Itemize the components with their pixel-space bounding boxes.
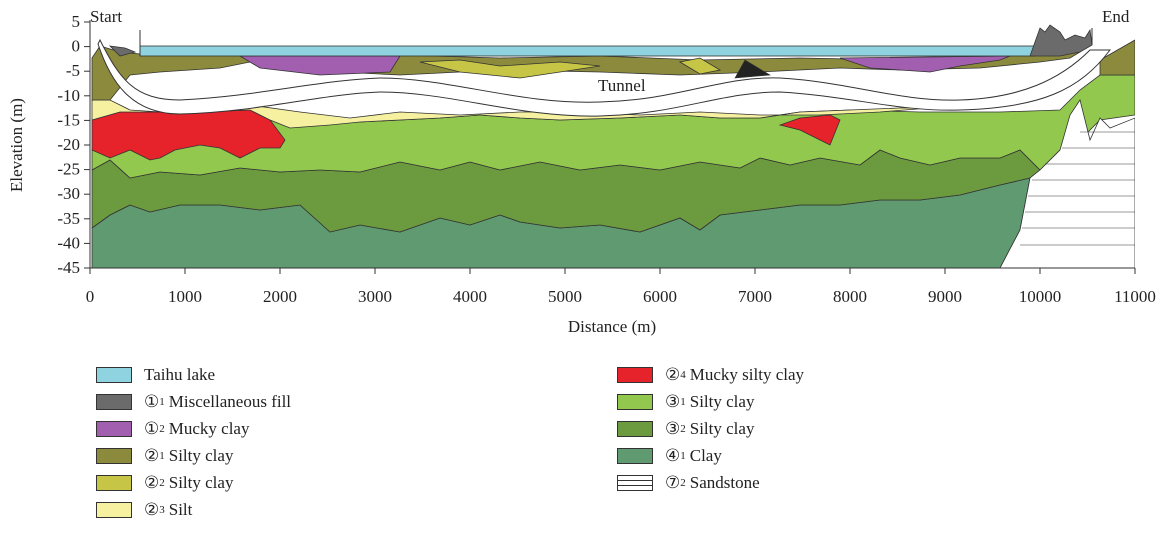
legend-item: ④ 1 Clay [617, 446, 722, 466]
legend-item: ③ 2 Silty clay [617, 419, 754, 439]
geological-section-diagram: Start End Tunnel 0 1000 2000 3000 4000 5000 60… [7, 7, 1156, 336]
legend-item: ② 2 Silty clay [96, 473, 233, 493]
y-tick-label: -40 [57, 233, 80, 252]
legend-item: ⑦ 2 Sandstone [617, 473, 760, 493]
legend-layer-number: ④ [665, 446, 681, 465]
legend-layer-subscript: 1 [159, 396, 165, 408]
legend-layer-subscript: 3 [159, 504, 165, 516]
legend-label: Clay [689, 446, 722, 465]
legend-swatch [617, 421, 653, 437]
x-tick-label: 7000 [738, 287, 772, 306]
legend-layer-number: ② [665, 365, 681, 384]
legend-swatch [617, 475, 653, 491]
legend-swatch [617, 448, 653, 464]
tunnel [97, 38, 1112, 117]
x-tick-label: 3000 [358, 287, 392, 306]
legend-swatch [617, 394, 653, 410]
x-tick-label: 5000 [548, 287, 582, 306]
legend-label: Silty clay [168, 473, 234, 492]
legend-layer-number: ② [144, 500, 160, 519]
y-tick-label: -25 [57, 160, 80, 179]
x-tick-label: 4000 [453, 287, 487, 306]
legend-swatch [96, 421, 132, 437]
legend-layer-subscript: 4 [680, 369, 686, 381]
x-tick-label: 6000 [643, 287, 677, 306]
legend-item: ② 3 Silt [96, 500, 192, 520]
legend-layer-subscript: 2 [680, 423, 686, 435]
legend-layer-number: ② [144, 446, 160, 465]
y-axis-title: Elevation (m) [7, 98, 26, 192]
legend-layer-number: ① [144, 419, 160, 438]
legend-layer-subscript: 2 [680, 477, 686, 489]
legend-layer-number: ③ [665, 392, 681, 411]
layer-dark-lens [734, 59, 771, 79]
taihu-lake [139, 45, 1036, 57]
legend-label: Silt [168, 500, 193, 519]
tunnel-label: Tunnel [598, 76, 646, 95]
legend-layer-subscript: 1 [680, 396, 686, 408]
legend-layer-number: ① [144, 392, 160, 411]
legend-swatch [96, 448, 132, 464]
x-tick-label: 8000 [833, 287, 867, 306]
legend-swatch [96, 475, 132, 491]
legend-item: ③ 1 Silty clay [617, 392, 754, 412]
layer-mucky-clay-1-2 [238, 55, 401, 76]
legend-label: Silty clay [689, 419, 755, 438]
misc-fill-left [108, 45, 137, 57]
y-tick-label: -5 [66, 61, 80, 80]
layer-silty-clay-2-2b [678, 57, 722, 75]
layer-silty-clay-2-2 [419, 59, 601, 79]
y-tick-label: 0 [72, 37, 81, 56]
layer-sandstone-7-2 [999, 99, 1135, 268]
legend-item: ① 1 Miscellaneous fill [96, 392, 291, 412]
y-tick-label: -10 [57, 86, 80, 105]
legend-label: Mucky clay [168, 419, 250, 438]
layer-mucky-clay-1-2-right [839, 55, 1011, 73]
legend-item: ② 1 Silty clay [96, 446, 233, 466]
y-axis-ticks: 5 0 -5 -10 -15 -20 -25 -30 -35 -40 -45 [57, 12, 90, 277]
x-tick-label: 10000 [1019, 287, 1062, 306]
y-tick-label: -45 [57, 258, 80, 277]
legend-item: ① 2 Mucky clay [96, 419, 249, 439]
x-tick-label: 2000 [263, 287, 297, 306]
end-label: End [1102, 7, 1130, 26]
legend-layer-subscript: 1 [159, 450, 165, 462]
legend-layer-number: ② [144, 473, 160, 492]
x-axis-ticks: 0 1000 2000 3000 4000 5000 6000 7000 8000 9000 100… [86, 268, 1156, 306]
x-tick-label: 11000 [1114, 287, 1156, 306]
y-tick-label: 5 [72, 12, 81, 31]
legend-item: ② 4 Mucky silty clay [617, 365, 804, 385]
legend-label: Silty clay [168, 446, 234, 465]
legend-label: Taihu lake [144, 365, 216, 384]
legend-swatch [617, 367, 653, 383]
y-tick-label: -15 [57, 110, 80, 129]
y-tick-label: -35 [57, 209, 80, 228]
start-label: Start [90, 7, 122, 26]
misc-fill-right [1029, 24, 1093, 57]
x-axis-title: Distance (m) [568, 317, 656, 336]
y-tick-label: -20 [57, 135, 80, 154]
legend-label: Silty clay [689, 392, 755, 411]
legend-layer-number: ⑦ [665, 473, 681, 492]
legend-item: Taihu lake [96, 365, 215, 385]
layer-silt-2-3 [91, 99, 931, 129]
layer-mucky-silty-clay-2-4b [778, 114, 841, 146]
x-tick-label: 0 [86, 287, 95, 306]
legend-label: Miscellaneous fill [168, 392, 292, 411]
legend-label: Mucky silty clay [689, 365, 805, 384]
legend-layer-number: ③ [665, 419, 681, 438]
legend-swatch [96, 394, 132, 410]
legend-layer-subscript: 2 [159, 477, 165, 489]
legend-layer-subscript: 1 [680, 450, 686, 462]
legend-swatch [96, 502, 132, 518]
x-tick-label: 1000 [168, 287, 202, 306]
x-tick-label: 9000 [928, 287, 962, 306]
sandstone-hatch [1020, 131, 1135, 246]
legend-swatch [96, 367, 132, 383]
y-tick-label: -30 [57, 184, 80, 203]
legend-label: Sandstone [689, 473, 760, 492]
legend-layer-subscript: 2 [159, 423, 165, 435]
layer-silty-clay-2-1-right [1099, 39, 1135, 76]
